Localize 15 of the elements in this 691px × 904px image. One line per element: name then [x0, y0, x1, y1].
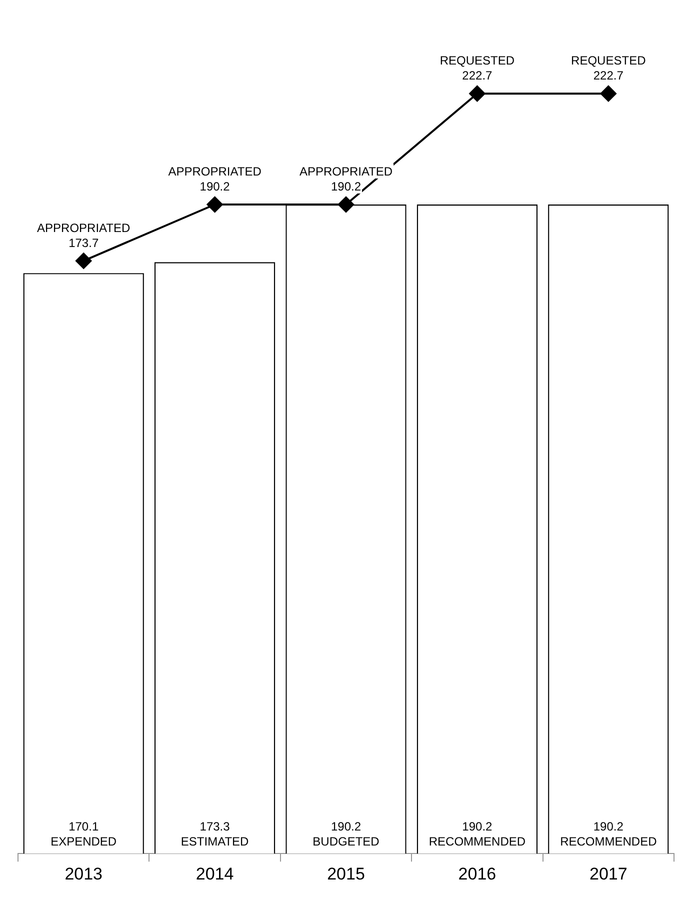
data-label: 173.3 ESTIMATED [180, 820, 250, 849]
data-label: 190.2 RECOMMENDED [428, 820, 526, 849]
x-tick-label: 2016 [458, 864, 496, 884]
data-label: APPROPRIATED 190.2 [299, 164, 393, 194]
data-label: REQUESTED 222.7 [571, 54, 646, 83]
x-tick-label: 2017 [589, 864, 628, 884]
x-tick-label: 2015 [327, 864, 365, 884]
data-label: APPROPRIATED 190.2 [168, 164, 262, 194]
data-label: REQUESTED 222.7 [440, 54, 515, 83]
x-tick-label: 2014 [196, 864, 234, 884]
data-label: APPROPRIATED 173.7 [37, 220, 130, 250]
data-label: 170.1 EXPENDED [50, 820, 117, 849]
x-tick-label: 2013 [64, 864, 103, 884]
data-label: 190.2 BUDGETED [312, 820, 380, 849]
data-label: 190.2 RECOMMENDED [560, 820, 658, 849]
